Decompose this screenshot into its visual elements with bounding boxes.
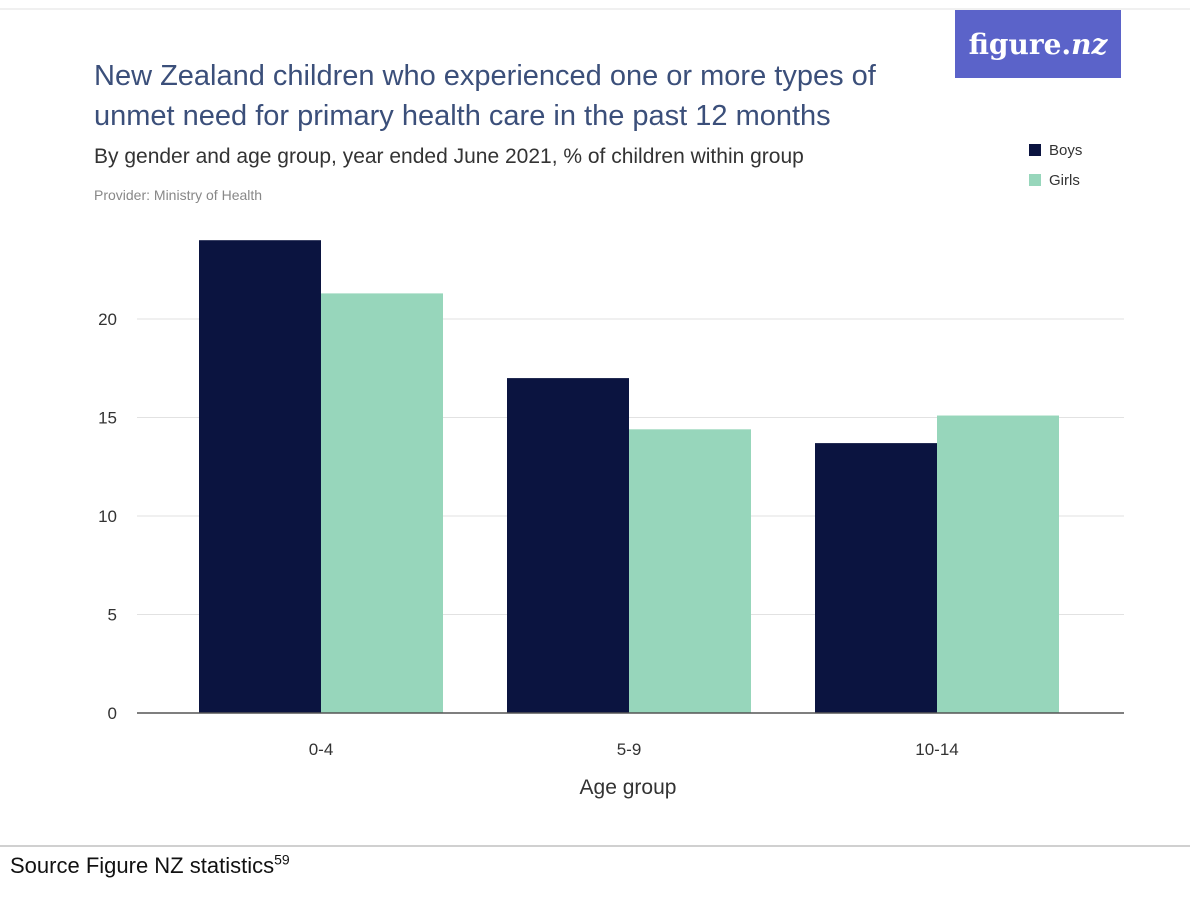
source-text: Source Figure NZ statistics xyxy=(10,853,275,878)
x-tick-label-10-14: 10-14 xyxy=(915,740,958,759)
y-tick-label-0: 0 xyxy=(108,704,117,723)
logo-brand-suffix: nz xyxy=(1071,27,1108,61)
bar-boys-5-9 xyxy=(507,378,629,713)
bar-chart: 0 5 10 15 20 0-4 5-9 10-14 Age group xyxy=(98,240,1124,799)
y-tick-label-10: 10 xyxy=(98,507,117,526)
legend-item-girls: Girls xyxy=(1029,165,1082,195)
figure-nz-logo[interactable]: figure.nz xyxy=(955,10,1121,78)
axis-labels: 0 5 10 15 20 0-4 5-9 10-14 Age group xyxy=(98,310,959,799)
logo-brand: figure. xyxy=(968,27,1072,61)
x-axis-title: Age group xyxy=(580,776,677,799)
legend-label-girls: Girls xyxy=(1049,171,1080,189)
bar-girls-5-9 xyxy=(629,429,751,713)
chart-legend: Boys Girls xyxy=(1029,135,1082,195)
top-divider xyxy=(0,8,1190,10)
source-note: Source Figure NZ statistics59 xyxy=(10,853,290,879)
source-footnote: 59 xyxy=(274,851,290,868)
y-tick-label-20: 20 xyxy=(98,310,117,329)
legend-item-boys: Boys xyxy=(1029,135,1082,165)
bar-boys-10-14 xyxy=(815,443,937,713)
logo-text: figure.nz xyxy=(969,28,1108,61)
y-tick-label-5: 5 xyxy=(108,606,117,625)
bar-boys-0-4 xyxy=(199,240,321,713)
bar-girls-10-14 xyxy=(937,415,1059,713)
legend-swatch-boys xyxy=(1029,144,1041,156)
legend-swatch-girls xyxy=(1029,174,1041,186)
chart-provider: Provider: Ministry of Health xyxy=(94,187,263,203)
footer-divider xyxy=(0,845,1190,847)
chart-title: New Zealand children who experienced one… xyxy=(94,60,876,132)
x-tick-label-5-9: 5-9 xyxy=(617,740,642,759)
bar-girls-0-4 xyxy=(321,293,443,713)
chart-subtitle: By gender and age group, year ended June… xyxy=(94,145,804,168)
bars xyxy=(199,240,1059,713)
x-tick-label-0-4: 0-4 xyxy=(309,740,334,759)
legend-label-boys: Boys xyxy=(1049,141,1083,159)
y-tick-label-15: 15 xyxy=(98,409,117,428)
